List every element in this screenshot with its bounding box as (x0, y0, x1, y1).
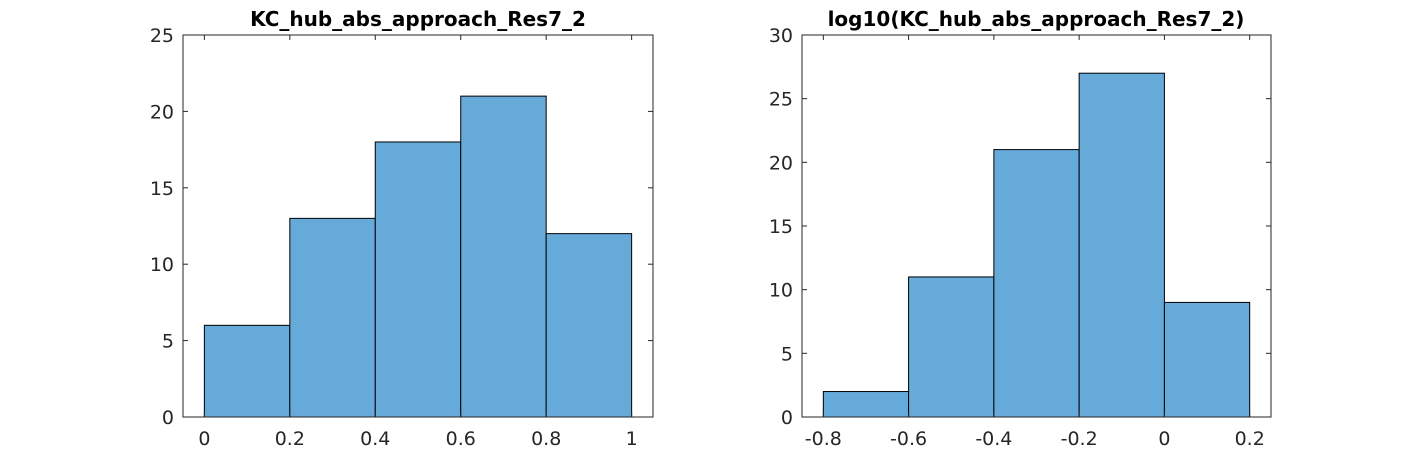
x-tick-label: 0.2 (1235, 428, 1265, 450)
x-tick-label: 0 (1158, 428, 1170, 450)
y-tick-label: 15 (150, 178, 174, 200)
histogram-bar (822, 391, 910, 418)
y-tick-label: 0 (162, 407, 174, 429)
histogram-bar (374, 141, 462, 418)
y-tick-label: 10 (150, 254, 174, 276)
x-tick-label: -0.4 (975, 428, 1012, 450)
y-tick-label: 20 (769, 152, 793, 174)
histogram-bar (993, 149, 1080, 418)
x-tick-label: 0 (198, 428, 210, 450)
x-tick-label: -0.8 (805, 428, 842, 450)
chart-title: KC_hub_abs_approach_Res7_2 (250, 7, 586, 31)
x-tick-label: 0.4 (360, 428, 390, 450)
x-tick-label: 1 (626, 428, 638, 450)
y-tick-label: 10 (769, 280, 793, 302)
x-tick-label: -0.6 (890, 428, 927, 450)
histogram-panel-log10: -0.8 -0.6 -0.4 -0.2 0 0.2 0 5 10 15 20 25 30 log10(KC… (769, 7, 1272, 450)
y-tick-label: 25 (150, 25, 174, 47)
histogram-panel-linear: 0 0.2 0.4 0.6 0.8 10510152025KC_hub_abs_appro… (150, 7, 654, 450)
histogram-bar (460, 95, 547, 418)
histogram-bar (908, 276, 995, 418)
x-tick-label: 0.8 (531, 428, 561, 450)
y-tick-label: 25 (769, 89, 793, 111)
x-tick-label: -0.2 (1061, 428, 1098, 450)
axes-box (182, 34, 654, 418)
histogram-bar (545, 233, 633, 418)
y-tick-label: 30 (769, 25, 793, 47)
chart-title: log10(KC_hub_abs_approach_Res7_2) (828, 7, 1245, 31)
y-tick-label: 5 (781, 343, 793, 365)
y-tick-label: 0 (781, 407, 793, 429)
histogram-bar (203, 324, 291, 418)
histogram-bar (1078, 72, 1165, 418)
y-tick-label: 20 (150, 101, 174, 123)
histogram-bar (1163, 301, 1251, 418)
y-tick-label: 5 (162, 331, 174, 353)
y-tick-label: 15 (769, 216, 793, 238)
x-tick-label: 0.6 (446, 428, 476, 450)
histogram-bar (289, 217, 376, 418)
x-tick-label: 0.2 (275, 428, 305, 450)
